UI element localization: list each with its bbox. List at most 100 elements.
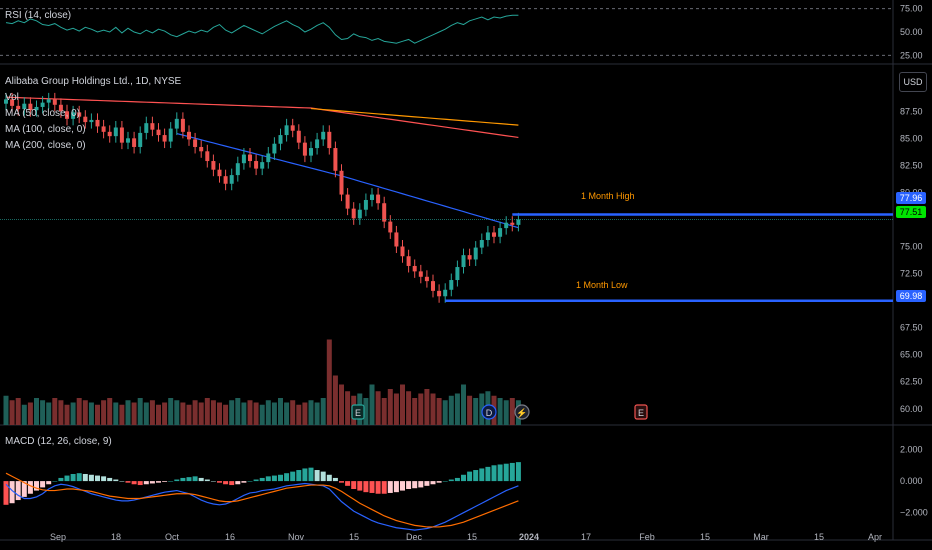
volume-bar [192,400,198,425]
macd-histogram-bar [82,473,88,482]
candle-body [144,123,149,133]
candle-body [101,126,106,132]
candle-body [168,128,173,142]
candle-body [278,135,283,144]
rsi-line [5,14,519,44]
candle-body [254,161,259,169]
macd-histogram-bar [363,481,369,493]
time-tick-label: 15 [814,532,824,542]
macd-histogram-bar [52,481,58,482]
candle-body [382,203,387,222]
candle-body [431,281,435,291]
volume-bar [204,398,210,425]
macd-histogram-bar [302,468,308,482]
price-tick-label: 60.00 [900,404,923,414]
time-tick-label: 17 [581,532,591,542]
price-tick-label: 67.50 [900,323,923,333]
price-tick-label: 75.00 [900,242,923,252]
macd-histogram-bar [168,481,174,482]
split-event-icon-text: ⚡ [516,407,527,419]
candle-body [174,118,179,129]
volume-bar [46,402,52,425]
ma50-label: MA (50, close, 0) [5,108,81,119]
candle-body [119,127,124,143]
rsi-tick-label: 75.00 [900,4,923,14]
candle-body [412,265,417,272]
macd-histogram-bar [296,470,302,482]
macd-histogram-bar [119,481,125,482]
volume-bar [174,400,180,425]
macd-histogram-bar [284,473,290,482]
volume-bar [107,398,113,425]
candle-body [162,135,167,142]
dividend-event-icon: D [481,404,497,420]
macd-histogram-bar [3,481,9,505]
volume-bar [369,384,375,425]
candle-body [16,105,21,110]
volume-bar [308,400,314,425]
volume-bar [400,384,405,425]
macd-histogram-bar [15,481,21,501]
macd-histogram-bar [375,481,381,494]
macd-histogram-bar [424,481,430,486]
macd-histogram-bar [217,481,222,483]
volume-bar [88,402,94,425]
volume-bar [436,398,442,425]
candle-body [217,169,222,177]
volume-bar [454,393,460,425]
candle-body [296,130,301,143]
rsi-tick-label: 25.00 [900,50,923,60]
time-tick-label: 18 [111,532,121,542]
volume-bar [241,402,247,425]
volume-bar [461,384,466,425]
volume-bar [430,393,436,425]
volume-bar [168,398,174,425]
volume-bar [64,404,70,425]
future-earnings-event-icon-text: E [638,408,644,418]
ma100-line [5,96,519,139]
time-tick-label: Oct [165,532,180,542]
candle-body [272,143,277,154]
macd-histogram-bar [143,481,149,485]
candle-body [498,228,503,237]
volume-bar [229,400,235,425]
macd-histogram-bar [247,481,253,482]
volume-bar [345,391,351,425]
candle-body [235,163,240,176]
volume-bar [180,402,186,425]
macd-histogram-bar [345,481,351,486]
macd-histogram-bar [491,465,497,482]
volume-bar [314,402,320,425]
candle-body [461,255,466,268]
macd-histogram-bar [235,481,241,485]
macd-histogram-bar [76,473,82,482]
candle-body [516,219,521,225]
macd-histogram-bar [387,481,393,493]
macd-histogram-bar [95,475,100,482]
candle-body [443,289,448,297]
volume-bar [186,404,192,425]
volume-bar [363,398,369,425]
macd-histogram-bar [290,471,296,482]
macd-histogram-bar [393,481,399,493]
candle-body [321,131,326,140]
volume-bar [265,400,271,425]
macd-histogram-bar [442,481,448,482]
macd-histogram-bar [259,477,265,482]
volume-bar [467,395,473,425]
candle-body [28,103,33,111]
time-tick-label: Apr [868,532,882,542]
volume-bar [302,402,308,425]
macd-histogram-bar [40,481,46,488]
candle-body [339,170,344,195]
candle-body [455,267,460,281]
currency-button[interactable]: USD [899,72,927,92]
candle-body [187,131,191,140]
macd-histogram-bar [454,477,460,482]
candle-body [351,208,356,219]
macd-histogram-bar [473,470,479,482]
volume-bar [497,398,503,425]
candle-body [485,232,490,241]
candle-body [107,131,112,137]
